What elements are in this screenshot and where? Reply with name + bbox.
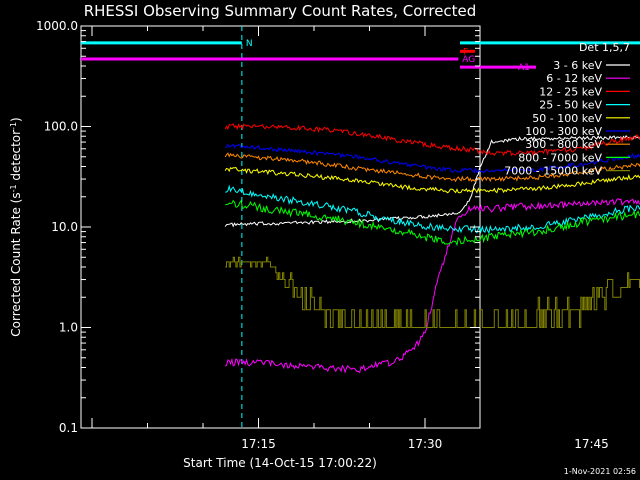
legend-label: 25 - 50 keV bbox=[539, 99, 602, 112]
plot-frame bbox=[80, 25, 481, 429]
series-line bbox=[224, 134, 640, 228]
legend-label: 300 - 800 keV bbox=[525, 138, 602, 151]
y-tick-label: 100.0 bbox=[44, 120, 78, 134]
legend-label: 800 - 7000 keV bbox=[518, 151, 602, 164]
series-line bbox=[225, 256, 640, 328]
annotation-label: N bbox=[246, 39, 253, 49]
series-line bbox=[224, 166, 640, 194]
legend-label: 6 - 12 keV bbox=[546, 72, 602, 85]
x-tick-label: 17:30 bbox=[408, 437, 443, 451]
y-axis-label: Corrected Count Rate (s-1 detector-1) bbox=[9, 117, 23, 336]
x-axis-label: Start Time (14-Oct-15 17:00:22) bbox=[183, 456, 377, 470]
x-tick-label: 17:15 bbox=[241, 437, 276, 451]
legend-label: 12 - 25 keV bbox=[539, 85, 602, 98]
legend-label: 7000 - 15000 keV bbox=[504, 165, 602, 178]
series-line bbox=[225, 184, 640, 234]
annotations: N FAG A1 bbox=[81, 39, 640, 73]
series-line bbox=[225, 199, 640, 247]
y-tick-label: 1.0 bbox=[59, 321, 78, 335]
series-line bbox=[224, 152, 640, 183]
legend-label: 3 - 6 keV bbox=[553, 59, 602, 72]
chart-title: RHESSI Observing Summary Count Rates, Co… bbox=[84, 2, 477, 20]
legend-label: 100 - 300 keV bbox=[525, 125, 602, 138]
y-tick-label: 10.0 bbox=[51, 220, 78, 234]
annotation-label: AG bbox=[462, 55, 475, 65]
y-axis-ticks: 0.1 1.0 10.0 100.0 1000.0 bbox=[36, 19, 480, 435]
x-tick-label: 17:45 bbox=[574, 437, 609, 451]
legend-title: Det 1,5,7 bbox=[579, 41, 630, 54]
annotation-label: F bbox=[463, 47, 468, 57]
y-tick-label: 1000.0 bbox=[36, 19, 78, 33]
footer-timestamp: 1-Nov-2021 02:56 bbox=[564, 467, 636, 476]
plot-border bbox=[80, 25, 481, 429]
series-lines bbox=[224, 123, 640, 374]
series-line bbox=[225, 198, 640, 374]
series-line bbox=[224, 123, 640, 157]
annotation-label: A1 bbox=[518, 63, 530, 73]
y-tick-label: 0.1 bbox=[59, 421, 78, 435]
series-line bbox=[225, 143, 640, 174]
legend-label: 50 - 100 keV bbox=[532, 112, 602, 125]
